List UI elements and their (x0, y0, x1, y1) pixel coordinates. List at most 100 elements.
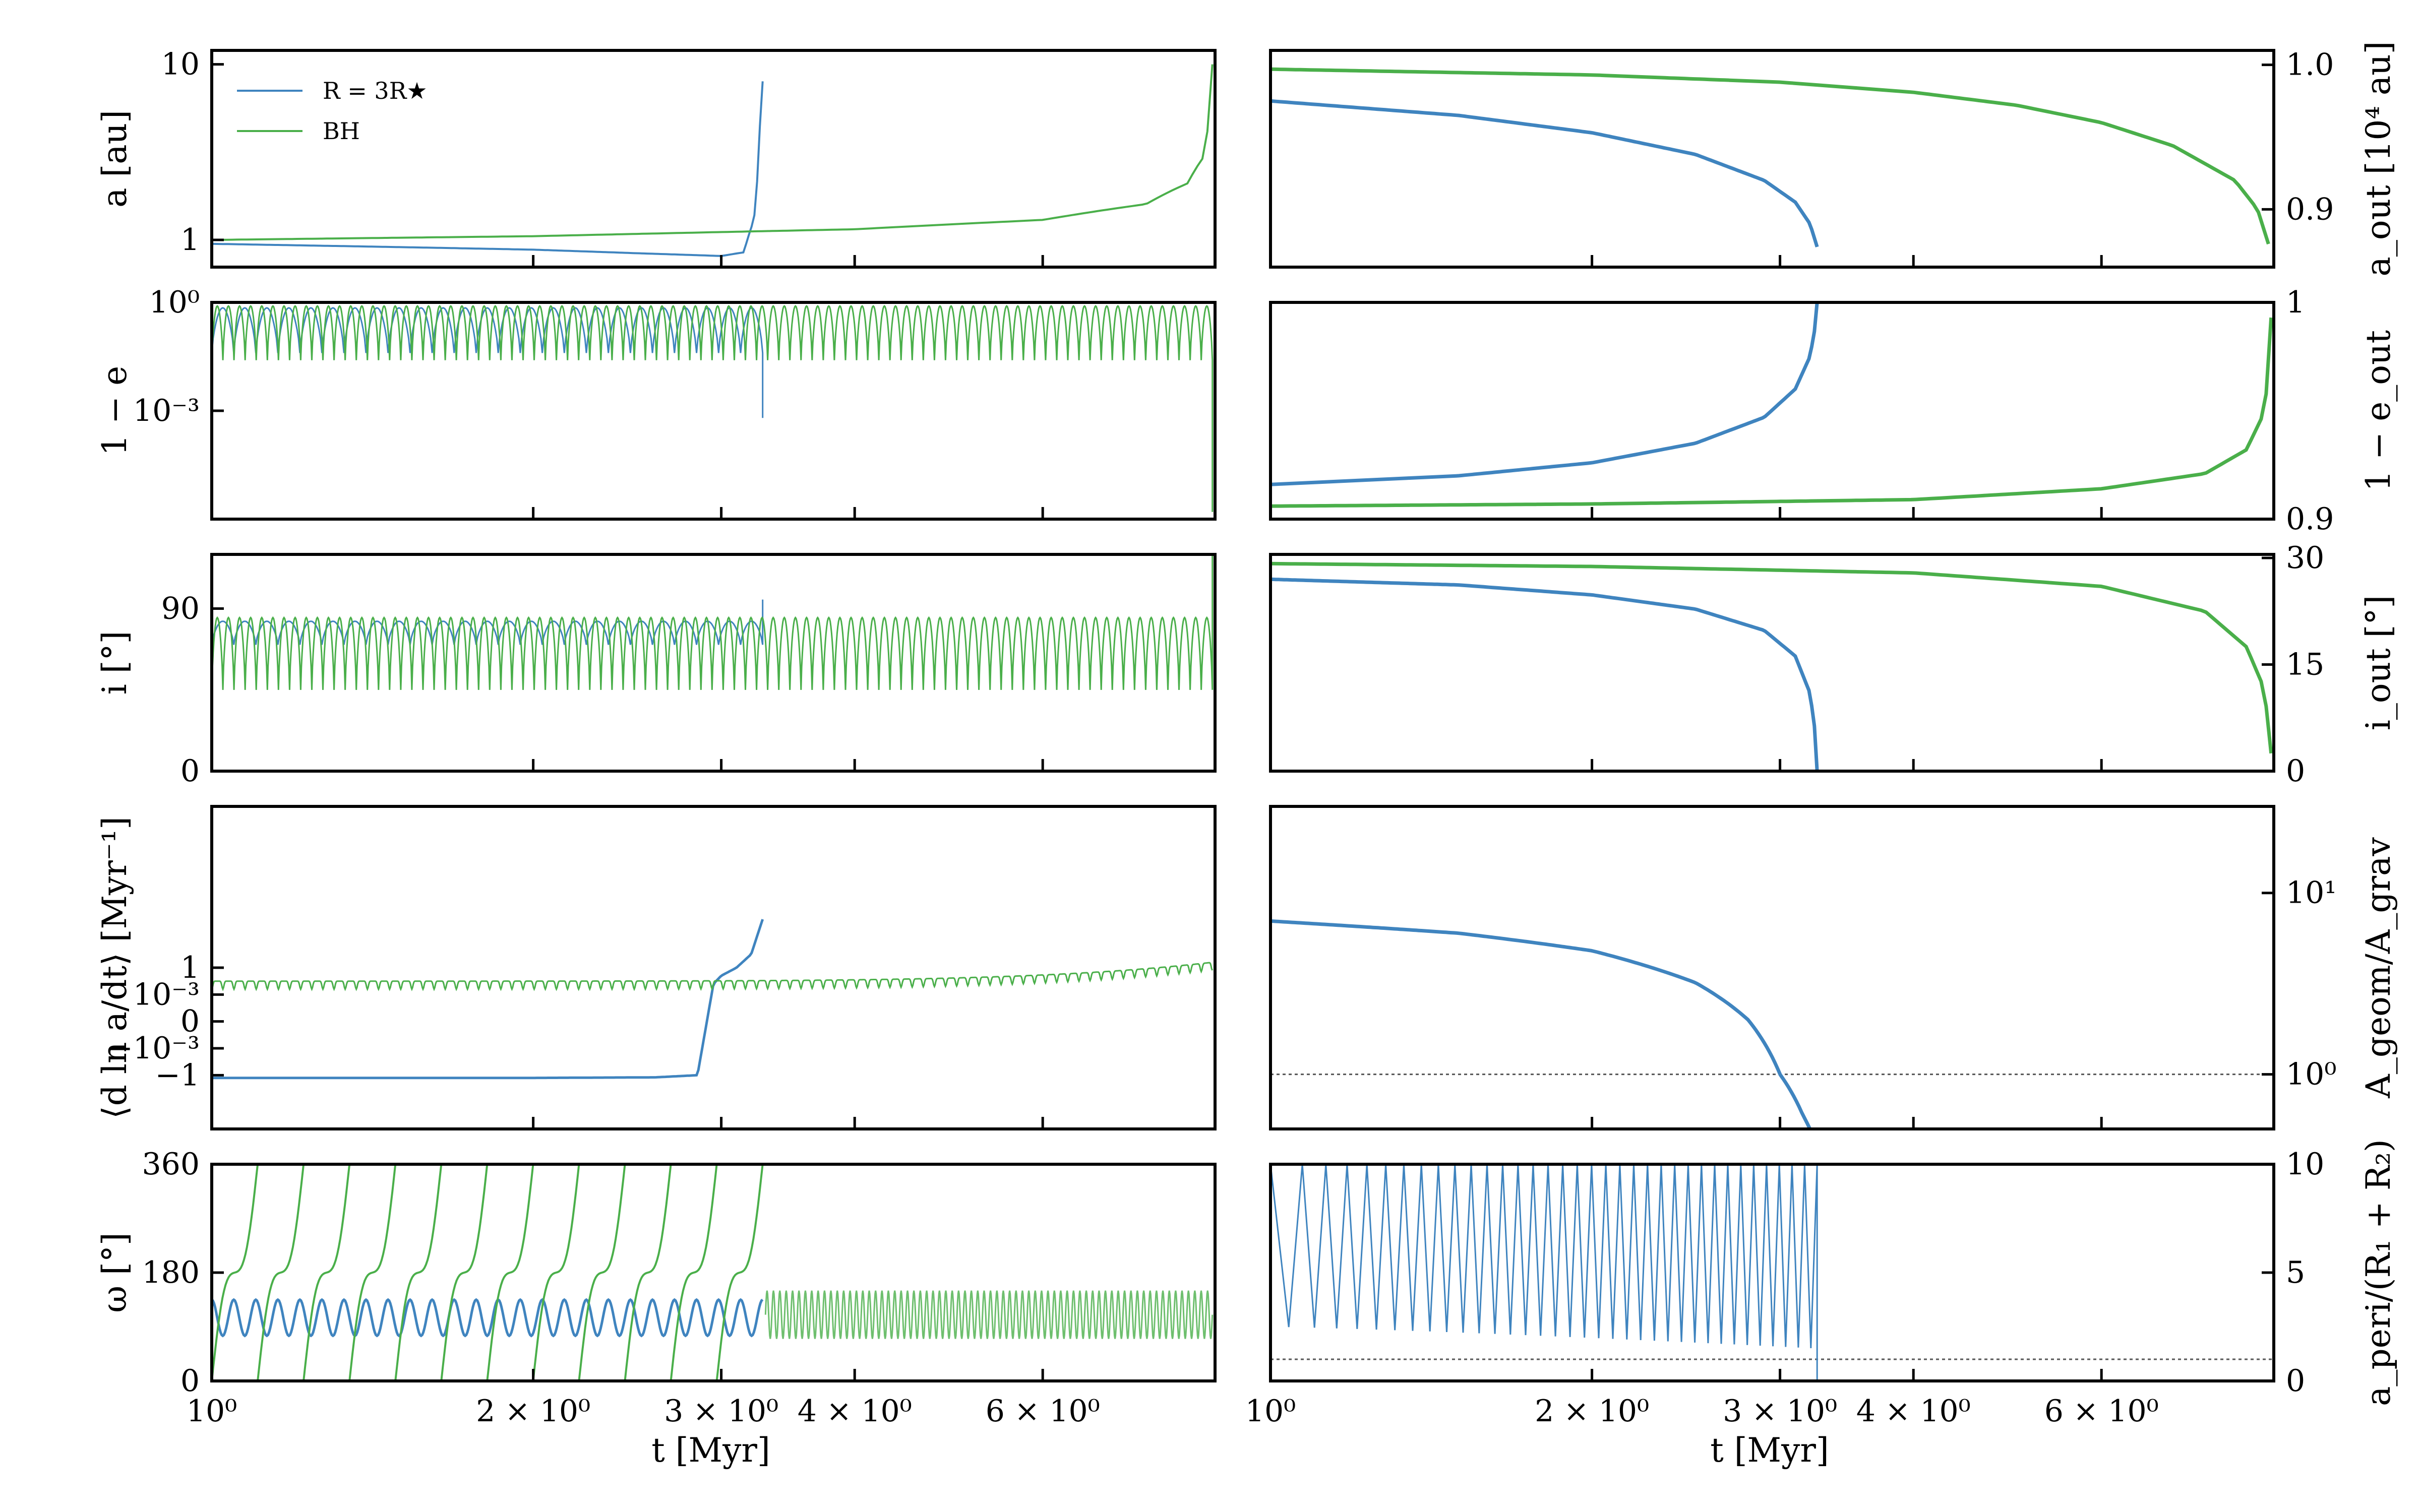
y-tick-label-one_minus_e_out-0: 0.9 (2286, 501, 2334, 537)
frame-inclination (210, 553, 1217, 773)
legend-label-star: R = 3R★ (323, 77, 428, 104)
y-tick-label-a-1: 10 (161, 47, 200, 82)
y-tick-label-a_out-1: 1.0 (2286, 47, 2334, 83)
series-a_out-star-0 (1270, 99, 1819, 247)
series-a_peri-star-0 (1270, 1164, 1818, 1381)
frame-a_peri (1269, 1163, 2275, 1382)
series-area_ratio-star-0 (1270, 919, 1812, 1129)
y-tick-label-a_out-0: 0.9 (2286, 192, 2334, 227)
y-tick-label-dlna_dt-4: 1 (180, 950, 200, 985)
x-tick-label-omega-4: 6 × 10⁰ (986, 1394, 1100, 1429)
series-a-bh-1 (212, 64, 1214, 241)
series-dlna_dt-star-0 (212, 919, 764, 1080)
series-omega-bh-1-seg-5 (440, 1164, 489, 1381)
panel-inclination_out: 0 15 30 i_out [°] (1269, 540, 2398, 789)
y-tick-label-a-0: 1 (180, 222, 200, 258)
series-one_minus_e-bh-1 (212, 305, 1214, 512)
series-a-star-0 (212, 81, 764, 257)
x-axis-label-right: t [Myr] (1710, 1431, 1829, 1470)
frame-a (210, 49, 1217, 269)
series-omega-star-0 (212, 1298, 764, 1338)
y-tick-label-dlna_dt-2: 0 (180, 1004, 200, 1039)
legend: R = 3R★ BH (237, 77, 428, 145)
y-tick-label-inclination_out-2: 30 (2286, 540, 2324, 576)
series-omega-bh-1-seg-8 (578, 1164, 626, 1381)
plot-area-a (212, 64, 1214, 257)
series-inclination_out-star-0 (1270, 577, 1819, 771)
y-axis-label-a_out: a_out [10⁴ au] (2359, 41, 2398, 277)
frame-one_minus_e_out (1269, 301, 2275, 521)
plot-area-dlna_dt (212, 919, 1214, 1080)
y-tick-label-one_minus_e_out-1: 1 (2286, 285, 2305, 320)
frame-area_ratio (1269, 805, 2275, 1130)
y-tick-label-dlna_dt-1: −10⁻³ (108, 1031, 200, 1066)
panel-a: 1 10 a [au] (95, 47, 1217, 269)
x-tick-label-a_peri-1: 2 × 10⁰ (1535, 1394, 1649, 1429)
x-tick-label-omega-2: 3 × 10⁰ (664, 1394, 778, 1429)
series-omega-bh-1-seg-7 (532, 1164, 580, 1381)
series-omega-bh-1-seg-9 (624, 1164, 672, 1381)
y-tick-label-one_minus_e-0: 10⁰ (149, 285, 200, 320)
series-a_out-bh-1 (1270, 67, 2270, 245)
y-tick-label-area_ratio-0: 10⁰ (2286, 1057, 2336, 1092)
plot-area-omega (212, 1164, 1214, 1381)
x-tick-label-a_peri-2: 3 × 10⁰ (1723, 1394, 1837, 1429)
panel-a_peri: 0 5 10 a_peri/(R₁ + R₂) 10⁰ 2 × 10⁰ 3 × 10⁰ 4 ×… (1245, 1139, 2398, 1429)
y-tick-label-a_peri-2: 10 (2286, 1147, 2324, 1182)
y-tick-label-inclination-0: 0 (180, 753, 200, 789)
panel-area_ratio: 10⁰ 10¹ A_geom/A_grav (1269, 805, 2398, 1130)
y-axis-label-a_peri: a_peri/(R₁ + R₂) (2359, 1139, 2398, 1406)
series-omega-bh-1-seg-0 (212, 1164, 259, 1381)
series-inclination-bh-1 (212, 554, 1214, 690)
frame-a_out (1269, 49, 2275, 269)
series-omega-bh-1-seg-10 (670, 1164, 718, 1381)
series-omega-bh-1-seg-6 (486, 1164, 534, 1381)
plot-area-one_minus_e_out (1270, 302, 2273, 508)
panel-inclination: 0 90 i [°] (95, 553, 1217, 789)
y-axis-label-one_minus_e_out: 1 − e_out (2359, 330, 2398, 491)
x-tick-label-a_peri-0: 10⁰ (1245, 1394, 1296, 1429)
series-omega-bh-1-seg-11 (715, 1164, 764, 1381)
plot-area-a_peri (1270, 1164, 2274, 1381)
series-inclination_out-bh-1 (1270, 561, 2273, 754)
x-tick-label-a_peri-4: 6 × 10⁰ (2044, 1394, 2159, 1429)
y-tick-label-area_ratio-1: 10¹ (2286, 875, 2336, 911)
panel-a_out: 0.9 1.0 a_out [10⁴ au] (1269, 41, 2398, 277)
plot-area-inclination_out (1270, 561, 2273, 771)
y-axis-label-one_minus_e: 1 − e (95, 366, 134, 456)
series-dlna_dt-bh-1 (212, 962, 1214, 991)
legend-label-bh: BH (323, 117, 360, 145)
series-omega-bh-2 (764, 1290, 1214, 1339)
x-axis-label-left: t [Myr] (651, 1431, 770, 1470)
series-omega-bh-1-seg-1 (257, 1164, 305, 1381)
y-axis-label-inclination: i [°] (95, 631, 134, 695)
y-axis-label-a: a [au] (95, 110, 134, 208)
y-tick-label-inclination_out-1: 15 (2286, 647, 2324, 682)
y-tick-label-inclination-1: 90 (161, 591, 200, 626)
y-axis-label-dlna_dt: ⟨d ln a/dt⟩ [Myr⁻¹] (95, 816, 134, 1119)
series-omega-bh-1-seg-3 (348, 1164, 397, 1381)
x-tick-label-omega-3: 4 × 10⁰ (798, 1394, 912, 1429)
y-tick-label-dlna_dt-0: −1 (155, 1057, 200, 1093)
y-axis-label-area_ratio: A_geom/A_grav (2359, 837, 2398, 1098)
frame-inclination_out (1269, 553, 2275, 773)
series-omega-bh-1-seg-4 (394, 1164, 443, 1381)
y-tick-label-dlna_dt-3: 10⁻³ (133, 977, 200, 1012)
panel-one_minus_e_out: 0.9 1 1 − e_out (1269, 285, 2398, 537)
y-tick-label-one_minus_e-1: 10⁻³ (133, 393, 200, 428)
panel-one_minus_e: 10⁰ 10⁻³1 − e (95, 285, 1217, 521)
panel-omega: 0 180 360 ω [°] 10⁰ 2 × 10⁰ 3 × 10⁰ 4 × 10⁰ 6 × … (95, 1147, 1217, 1429)
y-tick-label-a_peri-1: 5 (2286, 1255, 2305, 1290)
x-tick-label-omega-1: 2 × 10⁰ (476, 1394, 590, 1429)
y-tick-label-omega-0: 0 (180, 1363, 200, 1399)
series-one_minus_e_out-bh-1 (1270, 317, 2273, 508)
y-axis-label-omega: ω [°] (95, 1232, 134, 1312)
plot-area-one_minus_e (212, 305, 1214, 512)
x-tick-label-omega-0: 10⁰ (187, 1394, 237, 1429)
series-omega-bh-1-seg-2 (302, 1164, 351, 1381)
plot-area-area_ratio (1270, 919, 2274, 1129)
frame-dlna_dt (210, 805, 1217, 1130)
